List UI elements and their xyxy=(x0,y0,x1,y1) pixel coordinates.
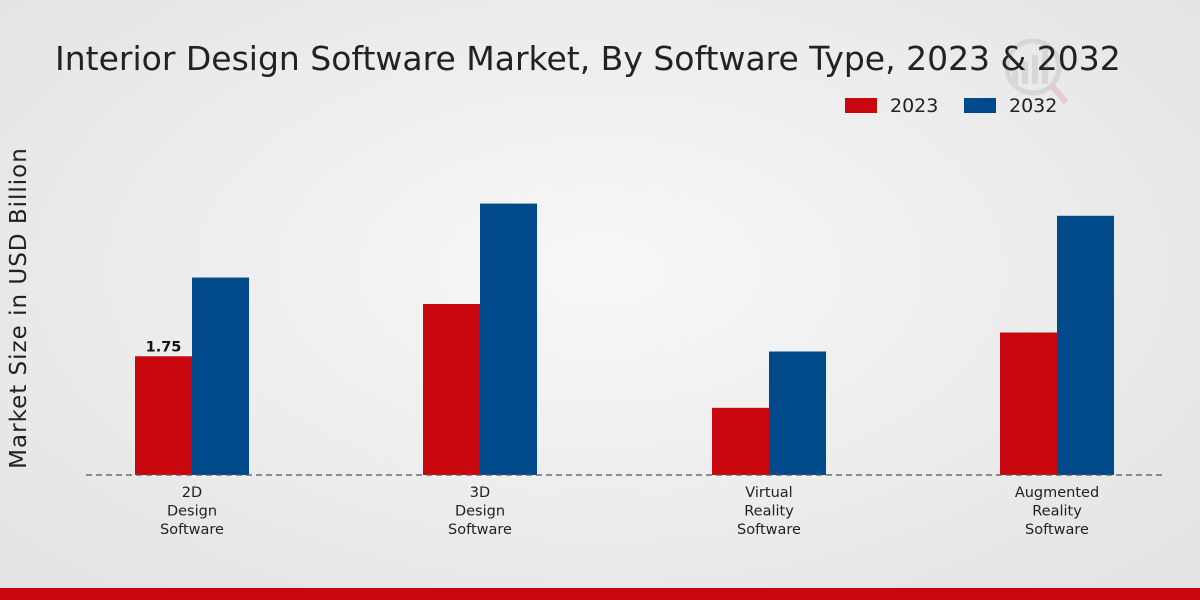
y-axis-label: Market Size in USD Billion xyxy=(6,147,32,469)
legend-swatch-2023 xyxy=(845,98,877,113)
bar-2023-3 xyxy=(1000,332,1057,475)
legend-label-2032: 2032 xyxy=(1009,95,1057,117)
x-tick-label-1: 3D Design Software xyxy=(448,485,512,538)
chart-logo-icon xyxy=(1004,38,1069,104)
bar-2023-1 xyxy=(423,304,480,475)
bar-2023-2 xyxy=(712,407,769,475)
x-tick-label-0: 2D Design Software xyxy=(160,485,224,538)
bar-2032-3 xyxy=(1057,215,1114,476)
bar-2023-0 xyxy=(135,356,192,475)
legend-label-2023: 2023 xyxy=(890,95,938,117)
data-label-0: 1.75 xyxy=(146,339,182,355)
chart-title: Interior Design Software Market, By Soft… xyxy=(55,39,1121,78)
x-tick-label-3: Augmented Reality Software xyxy=(1015,485,1099,538)
bars-group xyxy=(135,203,1114,476)
bar-2032-2 xyxy=(769,351,826,475)
data-labels: 1.75 xyxy=(146,339,182,355)
x-tick-labels: 2D Design Software 3D Design Software Virtual R… xyxy=(160,485,1099,538)
x-tick-label-2: Virtual Reality Software xyxy=(737,485,801,538)
bar-2032-1 xyxy=(480,203,537,476)
bottom-accent-bar xyxy=(0,588,1200,600)
bar-2032-0 xyxy=(192,277,249,475)
legend: 2023 2032 xyxy=(845,95,1057,117)
legend-swatch-2032 xyxy=(964,98,996,113)
